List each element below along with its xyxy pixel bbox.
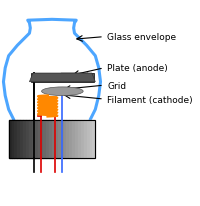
Bar xyxy=(9,120,12,158)
Bar xyxy=(38,120,40,158)
Bar xyxy=(90,120,92,158)
Bar xyxy=(72,120,75,158)
Text: Plate (anode): Plate (anode) xyxy=(107,64,168,73)
Text: Filament (cathode): Filament (cathode) xyxy=(107,95,193,104)
Bar xyxy=(52,120,55,158)
Bar xyxy=(69,120,72,158)
Bar xyxy=(35,120,38,158)
Bar xyxy=(66,120,69,158)
Bar xyxy=(49,120,52,158)
Bar xyxy=(12,120,14,158)
Bar xyxy=(46,120,49,158)
Bar xyxy=(78,120,81,158)
Bar xyxy=(64,120,66,158)
Bar xyxy=(29,120,32,158)
Bar xyxy=(14,120,17,158)
Text: Grid: Grid xyxy=(107,81,127,90)
Bar xyxy=(58,120,61,158)
Bar xyxy=(92,120,95,158)
Bar xyxy=(61,120,64,158)
Bar xyxy=(84,120,87,158)
FancyBboxPatch shape xyxy=(31,74,94,82)
Bar xyxy=(9,120,95,158)
Bar xyxy=(20,120,23,158)
Bar xyxy=(26,120,29,158)
Bar xyxy=(43,120,46,158)
Polygon shape xyxy=(29,74,95,82)
Bar xyxy=(23,120,26,158)
Bar xyxy=(40,120,43,158)
Bar xyxy=(75,120,78,158)
Bar xyxy=(87,120,90,158)
Text: Glass envelope: Glass envelope xyxy=(107,33,177,42)
Bar xyxy=(17,120,20,158)
Bar xyxy=(81,120,84,158)
Bar xyxy=(55,120,58,158)
Ellipse shape xyxy=(42,88,83,96)
Bar xyxy=(32,120,35,158)
